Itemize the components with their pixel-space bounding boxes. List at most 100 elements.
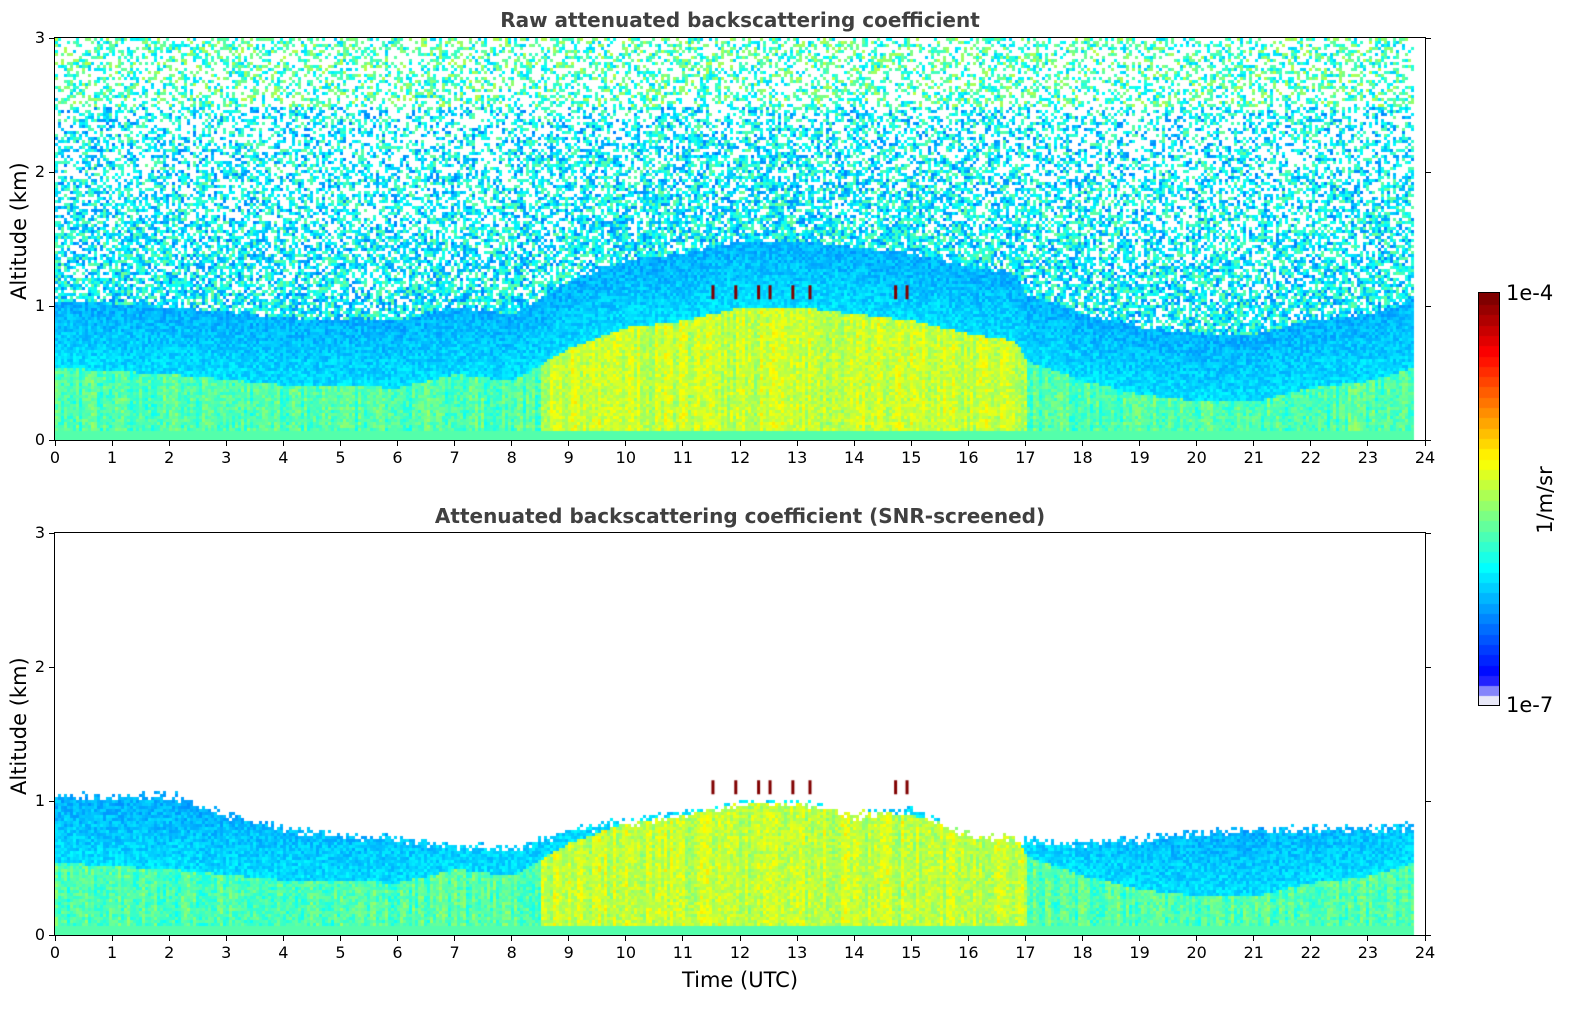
bottom-x-tick-label: 4 <box>278 943 289 962</box>
bottom-x-tick-label: 11 <box>672 943 694 962</box>
top-x-tick-label: 4 <box>278 448 289 467</box>
top-x-tick-label: 17 <box>1015 448 1036 467</box>
top-x-tick <box>853 440 855 446</box>
top-x-tick-label: 13 <box>786 448 808 467</box>
bottom-x-tick-label: 21 <box>1243 943 1264 962</box>
top-x-tick-label: 12 <box>729 448 751 467</box>
top-x-tick <box>1424 440 1426 446</box>
top-y-tick-label: 2 <box>34 162 45 181</box>
top-x-tick <box>1196 440 1198 446</box>
bottom-y-tick-right <box>1425 800 1431 802</box>
top-y-tick-label: 3 <box>34 28 45 47</box>
bottom-y-axis-label: Altitude (km) <box>7 657 31 795</box>
bottom-x-tick <box>225 935 227 941</box>
bottom-x-tick-label: 16 <box>958 943 979 962</box>
bottom-heatmap <box>55 533 1425 935</box>
top-x-tick-label: 20 <box>1186 448 1207 467</box>
bottom-x-tick-label: 12 <box>729 943 751 962</box>
top-y-tick <box>49 439 55 441</box>
top-y-tick <box>49 171 55 173</box>
bottom-x-tick <box>568 935 570 941</box>
top-x-tick-label: 22 <box>1300 448 1321 467</box>
bottom-x-tick <box>339 935 341 941</box>
top-x-tick-label: 14 <box>843 448 865 467</box>
bottom-x-tick-label: 1 <box>106 943 118 962</box>
top-x-tick-label: 8 <box>506 448 517 467</box>
top-y-tick-right <box>1425 37 1431 39</box>
bottom-x-tick <box>796 935 798 941</box>
bottom-x-tick <box>1424 935 1426 941</box>
top-x-tick <box>1024 440 1026 446</box>
top-x-tick <box>1082 440 1083 446</box>
top-x-tick <box>1139 440 1141 446</box>
top-x-tick-label: 21 <box>1243 448 1264 467</box>
colorbar <box>1478 292 1500 706</box>
top-x-tick-label: 3 <box>221 448 232 467</box>
top-x-tick-label: 1 <box>106 448 118 467</box>
top-x-tick-label: 11 <box>672 448 694 467</box>
colorbar-max-label: 1e-4 <box>1506 281 1554 305</box>
top-x-tick-label: 15 <box>901 448 922 467</box>
bottom-x-tick-label: 8 <box>506 943 517 962</box>
top-x-tick <box>967 440 969 446</box>
bottom-x-tick <box>111 935 113 941</box>
bottom-x-tick-label: 14 <box>843 943 865 962</box>
top-x-tick-label: 19 <box>1129 448 1150 467</box>
top-x-tick-label: 10 <box>615 448 636 467</box>
bottom-x-tick <box>54 935 56 941</box>
bottom-x-tick-label: 18 <box>1072 943 1093 962</box>
top-x-tick <box>54 440 56 446</box>
bottom-y-tick-label: 2 <box>34 657 45 676</box>
top-y-tick-label: 1 <box>34 296 45 315</box>
top-y-tick-right <box>1425 439 1431 441</box>
top-y-tick-label: 0 <box>34 430 45 449</box>
top-x-tick-label: 7 <box>449 448 460 467</box>
top-x-tick <box>1253 440 1255 446</box>
top-x-tick <box>1310 440 1312 446</box>
bottom-x-tick-label: 10 <box>615 943 636 962</box>
bottom-x-tick-label: 20 <box>1186 943 1207 962</box>
top-x-tick-label: 5 <box>335 448 346 467</box>
bottom-x-tick-label: 9 <box>563 943 574 962</box>
top-x-tick-label: 24 <box>1414 448 1436 467</box>
bottom-y-tick-right <box>1425 532 1431 534</box>
top-x-tick <box>910 440 912 446</box>
top-x-tick <box>225 440 227 446</box>
bottom-x-tick-label: 19 <box>1129 943 1150 962</box>
bottom-x-tick <box>682 935 684 941</box>
top-x-tick <box>796 440 798 446</box>
bottom-x-tick-label: 2 <box>164 943 175 962</box>
top-x-tick-label: 16 <box>958 448 979 467</box>
bottom-x-tick-label: 22 <box>1300 943 1321 962</box>
top-x-tick-label: 2 <box>164 448 175 467</box>
bottom-y-tick <box>49 666 55 668</box>
top-y-tick-right <box>1425 171 1431 173</box>
bottom-plot-area <box>54 532 1426 936</box>
bottom-x-tick <box>739 935 741 941</box>
top-x-tick <box>682 440 684 446</box>
bottom-x-tick <box>967 935 969 941</box>
bottom-x-tick <box>454 935 456 941</box>
top-x-tick <box>454 440 456 446</box>
colorbar-gradient <box>1479 293 1499 705</box>
bottom-x-tick <box>853 935 855 941</box>
bottom-x-tick-label: 7 <box>449 943 460 962</box>
bottom-y-tick <box>49 532 55 534</box>
top-y-tick <box>49 305 55 307</box>
top-plot-area <box>54 37 1426 441</box>
bottom-x-tick <box>1310 935 1312 941</box>
bottom-x-tick-label: 15 <box>901 943 922 962</box>
top-x-tick-label: 0 <box>49 448 61 467</box>
bottom-x-tick <box>397 935 398 941</box>
bottom-y-tick-label: 0 <box>34 925 45 944</box>
bottom-x-tick <box>1024 935 1026 941</box>
top-y-tick-right <box>1425 305 1431 307</box>
top-x-tick <box>1367 440 1369 446</box>
bottom-x-tick <box>1139 935 1141 941</box>
top-x-tick <box>168 440 170 446</box>
bottom-x-axis-label: Time (UTC) <box>681 968 799 992</box>
bottom-y-tick <box>49 934 55 936</box>
top-chart-title: Raw attenuated backscattering coefficien… <box>500 8 980 32</box>
bottom-x-tick <box>625 935 627 941</box>
top-x-tick-label: 6 <box>392 448 403 467</box>
